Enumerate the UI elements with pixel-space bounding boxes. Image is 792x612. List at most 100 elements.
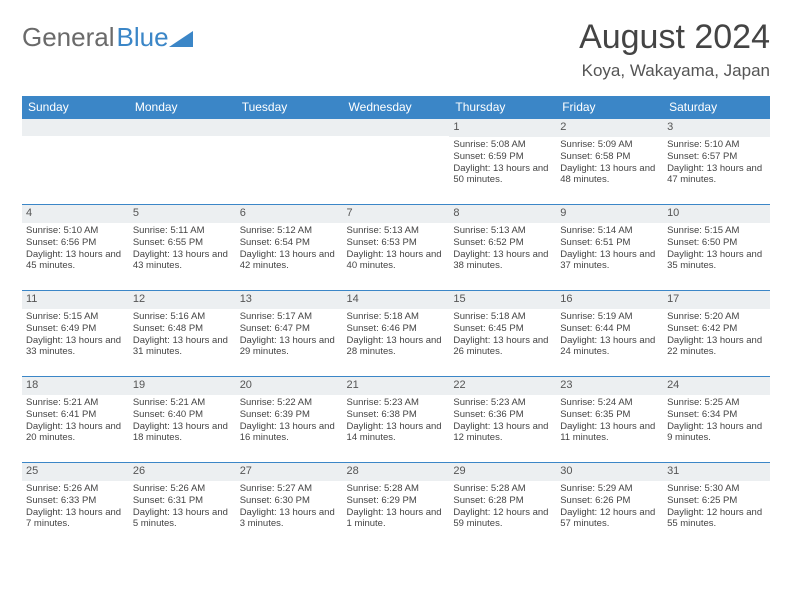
day-body: Sunrise: 5:26 AMSunset: 6:31 PMDaylight:… [129,481,236,531]
daylight-line: Daylight: 13 hours and 50 minutes. [453,163,552,187]
day-cell: 8Sunrise: 5:13 AMSunset: 6:52 PMDaylight… [449,204,556,290]
day-body: Sunrise: 5:23 AMSunset: 6:38 PMDaylight:… [343,395,450,445]
sunrise-line: Sunrise: 5:22 AM [240,397,339,409]
day-cell: 22Sunrise: 5:23 AMSunset: 6:36 PMDayligh… [449,376,556,462]
location: Koya, Wakayama, Japan [579,61,770,81]
daylight-line: Daylight: 13 hours and 24 minutes. [560,335,659,359]
day-number: 23 [556,376,663,395]
day-cell: 30Sunrise: 5:29 AMSunset: 6:26 PMDayligh… [556,462,663,548]
day-body: Sunrise: 5:30 AMSunset: 6:25 PMDaylight:… [663,481,770,531]
day-body: Sunrise: 5:14 AMSunset: 6:51 PMDaylight:… [556,223,663,273]
day-body: Sunrise: 5:21 AMSunset: 6:41 PMDaylight:… [22,395,129,445]
calendar-body: 1Sunrise: 5:08 AMSunset: 6:59 PMDaylight… [22,118,770,548]
daylight-line: Daylight: 13 hours and 45 minutes. [26,249,125,273]
day-cell: 12Sunrise: 5:16 AMSunset: 6:48 PMDayligh… [129,290,236,376]
sunrise-line: Sunrise: 5:10 AM [26,225,125,237]
daylight-line: Daylight: 13 hours and 20 minutes. [26,421,125,445]
header: GeneralBlue August 2024 Koya, Wakayama, … [22,10,770,90]
daylight-line: Daylight: 12 hours and 57 minutes. [560,507,659,531]
sunrise-line: Sunrise: 5:15 AM [667,225,766,237]
sunrise-line: Sunrise: 5:18 AM [453,311,552,323]
daylight-line: Daylight: 13 hours and 12 minutes. [453,421,552,445]
daylight-line: Daylight: 13 hours and 47 minutes. [667,163,766,187]
day-number: 5 [129,204,236,223]
daylight-line: Daylight: 13 hours and 28 minutes. [347,335,446,359]
day-number: 8 [449,204,556,223]
sunset-line: Sunset: 6:54 PM [240,237,339,249]
sunset-line: Sunset: 6:36 PM [453,409,552,421]
day-number: 22 [449,376,556,395]
daylight-line: Daylight: 13 hours and 29 minutes. [240,335,339,359]
daylight-line: Daylight: 13 hours and 40 minutes. [347,249,446,273]
day-number: 29 [449,462,556,481]
day-cell: 3Sunrise: 5:10 AMSunset: 6:57 PMDaylight… [663,118,770,204]
sunset-line: Sunset: 6:42 PM [667,323,766,335]
day-body: Sunrise: 5:29 AMSunset: 6:26 PMDaylight:… [556,481,663,531]
sunrise-line: Sunrise: 5:27 AM [240,483,339,495]
day-body: Sunrise: 5:19 AMSunset: 6:44 PMDaylight:… [556,309,663,359]
sunrise-line: Sunrise: 5:13 AM [453,225,552,237]
day-cell: 14Sunrise: 5:18 AMSunset: 6:46 PMDayligh… [343,290,450,376]
sunrise-line: Sunrise: 5:20 AM [667,311,766,323]
logo-text-1: General [22,22,115,53]
sunrise-line: Sunrise: 5:17 AM [240,311,339,323]
sunset-line: Sunset: 6:30 PM [240,495,339,507]
day-body: Sunrise: 5:13 AMSunset: 6:52 PMDaylight:… [449,223,556,273]
empty-cell [343,118,450,204]
day-cell: 25Sunrise: 5:26 AMSunset: 6:33 PMDayligh… [22,462,129,548]
day-number: 24 [663,376,770,395]
day-cell: 31Sunrise: 5:30 AMSunset: 6:25 PMDayligh… [663,462,770,548]
daylight-line: Daylight: 13 hours and 48 minutes. [560,163,659,187]
day-cell: 10Sunrise: 5:15 AMSunset: 6:50 PMDayligh… [663,204,770,290]
day-body: Sunrise: 5:08 AMSunset: 6:59 PMDaylight:… [449,137,556,187]
sunset-line: Sunset: 6:46 PM [347,323,446,335]
daylight-line: Daylight: 13 hours and 35 minutes. [667,249,766,273]
daylight-line: Daylight: 13 hours and 14 minutes. [347,421,446,445]
calendar-head: SundayMondayTuesdayWednesdayThursdayFrid… [22,96,770,118]
daylight-line: Daylight: 13 hours and 22 minutes. [667,335,766,359]
title-block: August 2024 Koya, Wakayama, Japan [579,10,770,81]
daylight-line: Daylight: 13 hours and 11 minutes. [560,421,659,445]
sunrise-line: Sunrise: 5:14 AM [560,225,659,237]
calendar-row: 4Sunrise: 5:10 AMSunset: 6:56 PMDaylight… [22,204,770,290]
day-cell: 19Sunrise: 5:21 AMSunset: 6:40 PMDayligh… [129,376,236,462]
sunrise-line: Sunrise: 5:26 AM [26,483,125,495]
sunset-line: Sunset: 6:55 PM [133,237,232,249]
day-body: Sunrise: 5:12 AMSunset: 6:54 PMDaylight:… [236,223,343,273]
sunrise-line: Sunrise: 5:21 AM [26,397,125,409]
day-body: Sunrise: 5:27 AMSunset: 6:30 PMDaylight:… [236,481,343,531]
sunset-line: Sunset: 6:33 PM [26,495,125,507]
logo-triangle-icon [169,29,195,49]
weekday-header: Wednesday [343,96,450,118]
sunset-line: Sunset: 6:41 PM [26,409,125,421]
sunset-line: Sunset: 6:39 PM [240,409,339,421]
daylight-line: Daylight: 13 hours and 31 minutes. [133,335,232,359]
daylight-line: Daylight: 13 hours and 38 minutes. [453,249,552,273]
day-cell: 6Sunrise: 5:12 AMSunset: 6:54 PMDaylight… [236,204,343,290]
logo-text-2: Blue [117,22,169,53]
sunset-line: Sunset: 6:44 PM [560,323,659,335]
day-number: 15 [449,290,556,309]
day-cell: 23Sunrise: 5:24 AMSunset: 6:35 PMDayligh… [556,376,663,462]
empty-cell [22,118,129,204]
weekday-header: Friday [556,96,663,118]
day-body: Sunrise: 5:09 AMSunset: 6:58 PMDaylight:… [556,137,663,187]
day-cell: 1Sunrise: 5:08 AMSunset: 6:59 PMDaylight… [449,118,556,204]
sunset-line: Sunset: 6:25 PM [667,495,766,507]
day-cell: 24Sunrise: 5:25 AMSunset: 6:34 PMDayligh… [663,376,770,462]
weekday-header: Sunday [22,96,129,118]
sunset-line: Sunset: 6:47 PM [240,323,339,335]
day-cell: 20Sunrise: 5:22 AMSunset: 6:39 PMDayligh… [236,376,343,462]
daylight-line: Daylight: 13 hours and 37 minutes. [560,249,659,273]
sunrise-line: Sunrise: 5:28 AM [347,483,446,495]
day-number: 31 [663,462,770,481]
day-cell: 17Sunrise: 5:20 AMSunset: 6:42 PMDayligh… [663,290,770,376]
sunrise-line: Sunrise: 5:18 AM [347,311,446,323]
day-cell: 4Sunrise: 5:10 AMSunset: 6:56 PMDaylight… [22,204,129,290]
day-body: Sunrise: 5:18 AMSunset: 6:46 PMDaylight:… [343,309,450,359]
day-number: 25 [22,462,129,481]
sunset-line: Sunset: 6:56 PM [26,237,125,249]
day-number: 14 [343,290,450,309]
day-body: Sunrise: 5:28 AMSunset: 6:28 PMDaylight:… [449,481,556,531]
day-cell: 5Sunrise: 5:11 AMSunset: 6:55 PMDaylight… [129,204,236,290]
